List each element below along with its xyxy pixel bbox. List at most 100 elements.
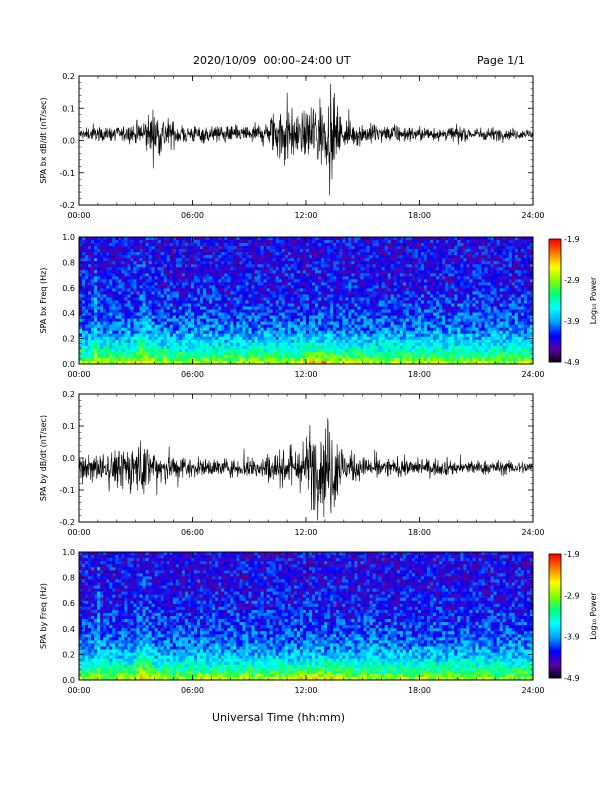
spectrogram-cell — [411, 261, 416, 265]
spectrogram-cell — [200, 270, 204, 274]
spectrogram-cell — [306, 264, 310, 268]
spectrogram-cell — [175, 270, 180, 274]
spectrogram-cell — [351, 330, 355, 335]
spectrogram-cell — [427, 264, 431, 268]
spectrogram-cell — [387, 306, 392, 310]
spectrogram-cell — [103, 294, 107, 298]
spectrogram-cell — [339, 342, 343, 347]
spectrogram-cell — [363, 237, 367, 241]
spectrogram-cell — [221, 327, 225, 332]
spectrogram-cell — [109, 240, 113, 244]
spectrogram-cell — [287, 354, 292, 359]
spectrogram-cell — [100, 273, 104, 277]
spectrogram-cell — [200, 327, 204, 332]
spectrogram-cell — [421, 285, 425, 289]
spectrogram-cell — [197, 303, 201, 307]
spectrogram-cell — [236, 282, 240, 286]
spectrogram-cell — [254, 345, 258, 350]
spectrogram-cell — [163, 243, 168, 247]
spectrogram-cell — [124, 273, 128, 277]
spectrogram-cell — [166, 258, 171, 262]
spectrogram-cell — [106, 306, 110, 310]
spectrogram-cell — [354, 261, 358, 265]
spectrogram-cell — [330, 360, 334, 365]
spectrogram-cell — [175, 324, 180, 329]
spectrogram-cell — [336, 309, 340, 313]
spectrogram-cell — [366, 243, 370, 247]
spectrogram-cell — [348, 318, 352, 322]
spectrogram-cell — [85, 300, 89, 304]
spectrogram-cell — [124, 297, 128, 301]
spectrogram-cell — [396, 315, 401, 319]
spectrogram-cell — [106, 360, 110, 365]
spectrogram-cell — [309, 249, 313, 253]
spectrogram-cell — [287, 282, 292, 286]
spectrogram-cell — [221, 258, 225, 262]
spectrogram-cell — [163, 351, 168, 356]
spectrogram-cell — [230, 276, 234, 280]
spectrogram-cell — [330, 348, 334, 353]
spectrogram-cell — [284, 312, 289, 316]
spectrogram-cell — [136, 300, 140, 304]
spectrogram-cell — [206, 276, 210, 280]
spectrogram-cell — [88, 291, 92, 295]
spectrogram-cell — [257, 276, 261, 280]
spectrogram-cell — [175, 306, 180, 310]
spectrogram-cell — [124, 336, 128, 341]
spectrogram-cell — [130, 303, 134, 307]
spectrogram-cell — [336, 285, 340, 289]
spectrogram-cell — [348, 351, 352, 356]
spectrogram-cell — [151, 333, 155, 338]
spectrogram-cell — [151, 264, 155, 268]
spectrogram-cell — [127, 294, 131, 298]
spectrogram-cell — [302, 357, 307, 362]
spectrogram-cell — [94, 288, 98, 292]
spectrogram-cell — [327, 318, 331, 322]
spectrogram-cell — [221, 282, 225, 286]
spectrogram-cell — [178, 240, 183, 244]
spectrogram-cell — [254, 330, 258, 335]
spectrogram-cell — [269, 312, 274, 316]
spectrogram-cell — [209, 297, 213, 301]
spectrogram-cell — [197, 357, 201, 362]
spectrogram-cell — [396, 252, 401, 256]
spectrogram-cell — [236, 348, 240, 353]
spectrogram-cell — [260, 243, 264, 247]
spectrogram-cell — [411, 240, 416, 244]
spectrogram-cell — [242, 243, 246, 247]
spectrogram-cell — [348, 342, 352, 347]
spectrogram-cell — [200, 306, 204, 310]
spectrogram-cell — [257, 240, 261, 244]
spectrogram-cell — [324, 261, 328, 265]
spectrogram-cell — [296, 279, 301, 283]
spectrogram-cell — [145, 315, 149, 319]
spectrogram-cell — [372, 327, 376, 332]
spectrogram-cell — [278, 333, 283, 338]
spectrogram-cell — [351, 339, 355, 344]
spectrogram-cell — [345, 333, 349, 338]
spectrogram-cell — [112, 264, 116, 268]
spectrogram-cell — [257, 249, 261, 253]
spectrogram-cell — [318, 351, 322, 356]
spectrogram-cell — [427, 246, 431, 250]
spectrogram-cell — [315, 267, 319, 271]
spectrogram-cell — [206, 261, 210, 265]
spectrogram-cell — [154, 246, 158, 250]
spectrogram-cell — [260, 297, 264, 301]
spectrogram-cell — [260, 270, 264, 274]
spectrogram-cell — [227, 303, 231, 307]
spectrogram-cell — [272, 357, 277, 362]
spectrogram-cell — [112, 300, 116, 304]
spectrogram-cell — [327, 345, 331, 350]
spectrogram-cell — [378, 237, 382, 241]
spectrogram-cell — [427, 327, 431, 332]
spectrogram-cell — [248, 288, 252, 292]
spectrogram-cell — [284, 327, 289, 332]
spectrogram-cell — [302, 288, 307, 292]
spectrogram-cell — [354, 345, 358, 350]
spectrogram-cell — [160, 261, 165, 265]
spectrogram-cell — [336, 282, 340, 286]
spectrogram-cell — [178, 258, 183, 262]
spectrogram-cell — [360, 300, 364, 304]
spectrogram-cell — [427, 330, 431, 335]
